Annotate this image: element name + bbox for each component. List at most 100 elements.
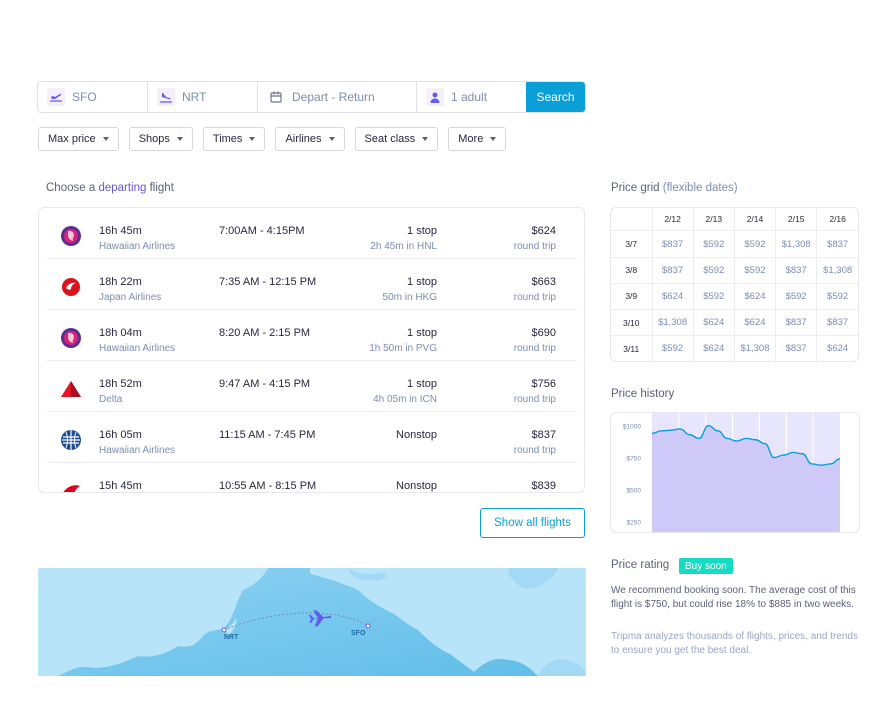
flight-duration: 16h 45m — [99, 225, 142, 237]
flight-stop-info: 2h 45m in HNL — [370, 241, 437, 252]
flight-row[interactable]: 18h 22m Japan Airlines 7:35 AM - 12:15 P… — [47, 259, 577, 310]
flight-stop-info: 1h 50m in PVG — [369, 343, 437, 354]
price-cell[interactable]: $592 — [775, 283, 818, 311]
price-rating-heading: Price rating — [611, 559, 670, 571]
flight-airline: Hawaiian Airlines — [99, 241, 176, 252]
price-cell[interactable]: $592 — [734, 230, 777, 258]
flight-row[interactable]: 18h 04m Hawaiian Airlines 8:20 AM - 2:15… — [47, 310, 577, 361]
filter-label: Max price — [48, 133, 96, 145]
chevron-down-icon — [422, 137, 429, 141]
y-tick-label: $500 — [627, 487, 642, 494]
filter-airlines[interactable]: Airlines — [275, 127, 345, 151]
from-field[interactable]: SFO — [38, 82, 148, 112]
flight-stops: Nonstop — [396, 429, 437, 441]
price-cell[interactable]: $837 — [775, 309, 818, 337]
price-cell[interactable]: $1,308 — [775, 230, 818, 258]
filter-more[interactable]: More — [448, 127, 507, 151]
flight-airline: Delta — [99, 394, 123, 405]
flight-duration: 18h 22m — [99, 276, 142, 288]
flight-price: $663 — [531, 276, 556, 288]
flight-stops: 1 stop — [407, 327, 437, 339]
flight-price: $837 — [531, 429, 556, 441]
price-cell[interactable]: $837 — [816, 230, 858, 258]
heading-accent: departing — [98, 182, 147, 194]
price-grid-table: 2/12 2/13 2/14 2/15 2/16 3/7 $837 $592 $… — [611, 208, 858, 361]
row-header: 3/8 — [611, 257, 653, 284]
price-cell[interactable]: $592 — [693, 283, 735, 311]
flight-row[interactable]: 15h 45m 10:55 AM - 8:15 PM Nonstop $839 — [47, 463, 577, 492]
flight-stop-info: 50m in HKG — [382, 292, 437, 303]
price-cell[interactable]: $837 — [775, 257, 818, 284]
price-history-area — [652, 425, 840, 532]
price-cell[interactable]: $1,308 — [734, 335, 777, 361]
departure-plane-icon — [47, 88, 65, 106]
filter-label: Airlines — [285, 133, 322, 145]
flight-times: 10:55 AM - 8:15 PM — [219, 480, 317, 492]
price-cell[interactable]: $1,308 — [652, 309, 694, 337]
price-cell[interactable]: $592 — [693, 257, 735, 284]
filter-label: More — [458, 133, 484, 145]
filter-shops[interactable]: Shops — [128, 127, 193, 151]
price-cell[interactable]: $624 — [693, 335, 735, 361]
chevron-down-icon — [176, 137, 183, 141]
price-rating-note: Tripma analyzes thousands of flights, pr… — [611, 631, 858, 656]
price-grid-row: 3/8 $837 $592 $592 $837 $1,308 — [611, 257, 858, 284]
flights-list: 16h 45m Hawaiian Airlines 7:00AM - 4:15P… — [38, 207, 585, 493]
flight-stops: 1 stop — [407, 378, 437, 390]
y-tick-label: $250 — [627, 519, 642, 526]
filter-seat-class[interactable]: Seat class — [354, 127, 439, 151]
route-map[interactable]: NRT SFO — [38, 568, 586, 676]
flight-price: $690 — [531, 327, 556, 339]
filter-max-price[interactable]: Max price — [38, 127, 119, 151]
filter-times[interactable]: Times — [202, 127, 266, 151]
column-header: 2/16 — [816, 208, 858, 232]
heading-suffix: flight — [146, 182, 174, 194]
qantas-logo-icon — [59, 479, 83, 492]
united-logo-icon — [59, 428, 83, 452]
price-cell[interactable]: $592 — [693, 230, 735, 258]
price-cell[interactable]: $837 — [816, 309, 858, 337]
show-all-flights-button[interactable]: Show all flights — [480, 508, 585, 538]
flight-price-type: round trip — [513, 292, 556, 303]
flight-airline: Hawaiian Airlines — [99, 343, 176, 354]
column-header: 2/14 — [734, 208, 777, 232]
flight-times: 7:35 AM - 12:15 PM — [219, 276, 317, 288]
price-cell[interactable]: $592 — [652, 335, 694, 361]
flight-row[interactable]: 16h 05m Hawaiian Airlines 11:15 AM - 7:4… — [47, 412, 577, 463]
price-cell[interactable]: $624 — [734, 283, 777, 311]
price-cell[interactable]: $837 — [775, 335, 818, 361]
origin-label: SFO — [351, 630, 366, 637]
price-cell[interactable]: $624 — [734, 309, 777, 337]
flight-airline: Japan Airlines — [99, 292, 162, 303]
column-header: 2/12 — [652, 208, 694, 232]
price-rating-text: We recommend booking soon. The average c… — [611, 585, 856, 610]
passengers-field[interactable]: 1 adult — [417, 82, 526, 112]
price-cell[interactable]: $837 — [652, 257, 694, 284]
departing-flight-heading: Choose a departing flight — [46, 182, 174, 194]
price-cell[interactable]: $592 — [734, 257, 777, 284]
flight-row[interactable]: 16h 45m Hawaiian Airlines 7:00AM - 4:15P… — [47, 208, 577, 259]
chevron-down-icon — [249, 137, 256, 141]
price-cell[interactable]: $624 — [652, 283, 694, 311]
price-cell[interactable]: $624 — [693, 309, 735, 337]
flight-row[interactable]: 18h 52m Delta 9:47 AM - 4:15 PM 1 stop 4… — [47, 361, 577, 412]
to-field[interactable]: NRT — [148, 82, 258, 112]
from-value: SFO — [72, 90, 97, 104]
price-cell[interactable]: $592 — [816, 283, 858, 311]
flight-price: $839 — [531, 480, 556, 492]
dates-field[interactable]: Depart - Return — [258, 82, 417, 112]
heading-prefix: Choose a — [46, 182, 99, 194]
price-cell[interactable]: $837 — [652, 230, 694, 258]
hawaiian-airlines-logo-icon — [59, 224, 83, 248]
price-cell[interactable]: $624 — [827, 343, 849, 355]
flight-stop-info: 4h 05m in ICN — [373, 394, 437, 405]
hawaiian-airlines-logo-icon — [59, 326, 83, 350]
flight-duration: 16h 05m — [99, 429, 142, 441]
price-cell[interactable]: $1,308 — [816, 257, 858, 284]
arrival-plane-icon — [157, 88, 175, 106]
flight-times: 8:20 AM - 2:15 PM — [219, 327, 311, 339]
search-button[interactable]: Search — [526, 82, 585, 112]
destination-label: NRT — [224, 634, 239, 641]
flight-price: $624 — [531, 225, 556, 237]
flight-duration: 18h 52m — [99, 378, 142, 390]
